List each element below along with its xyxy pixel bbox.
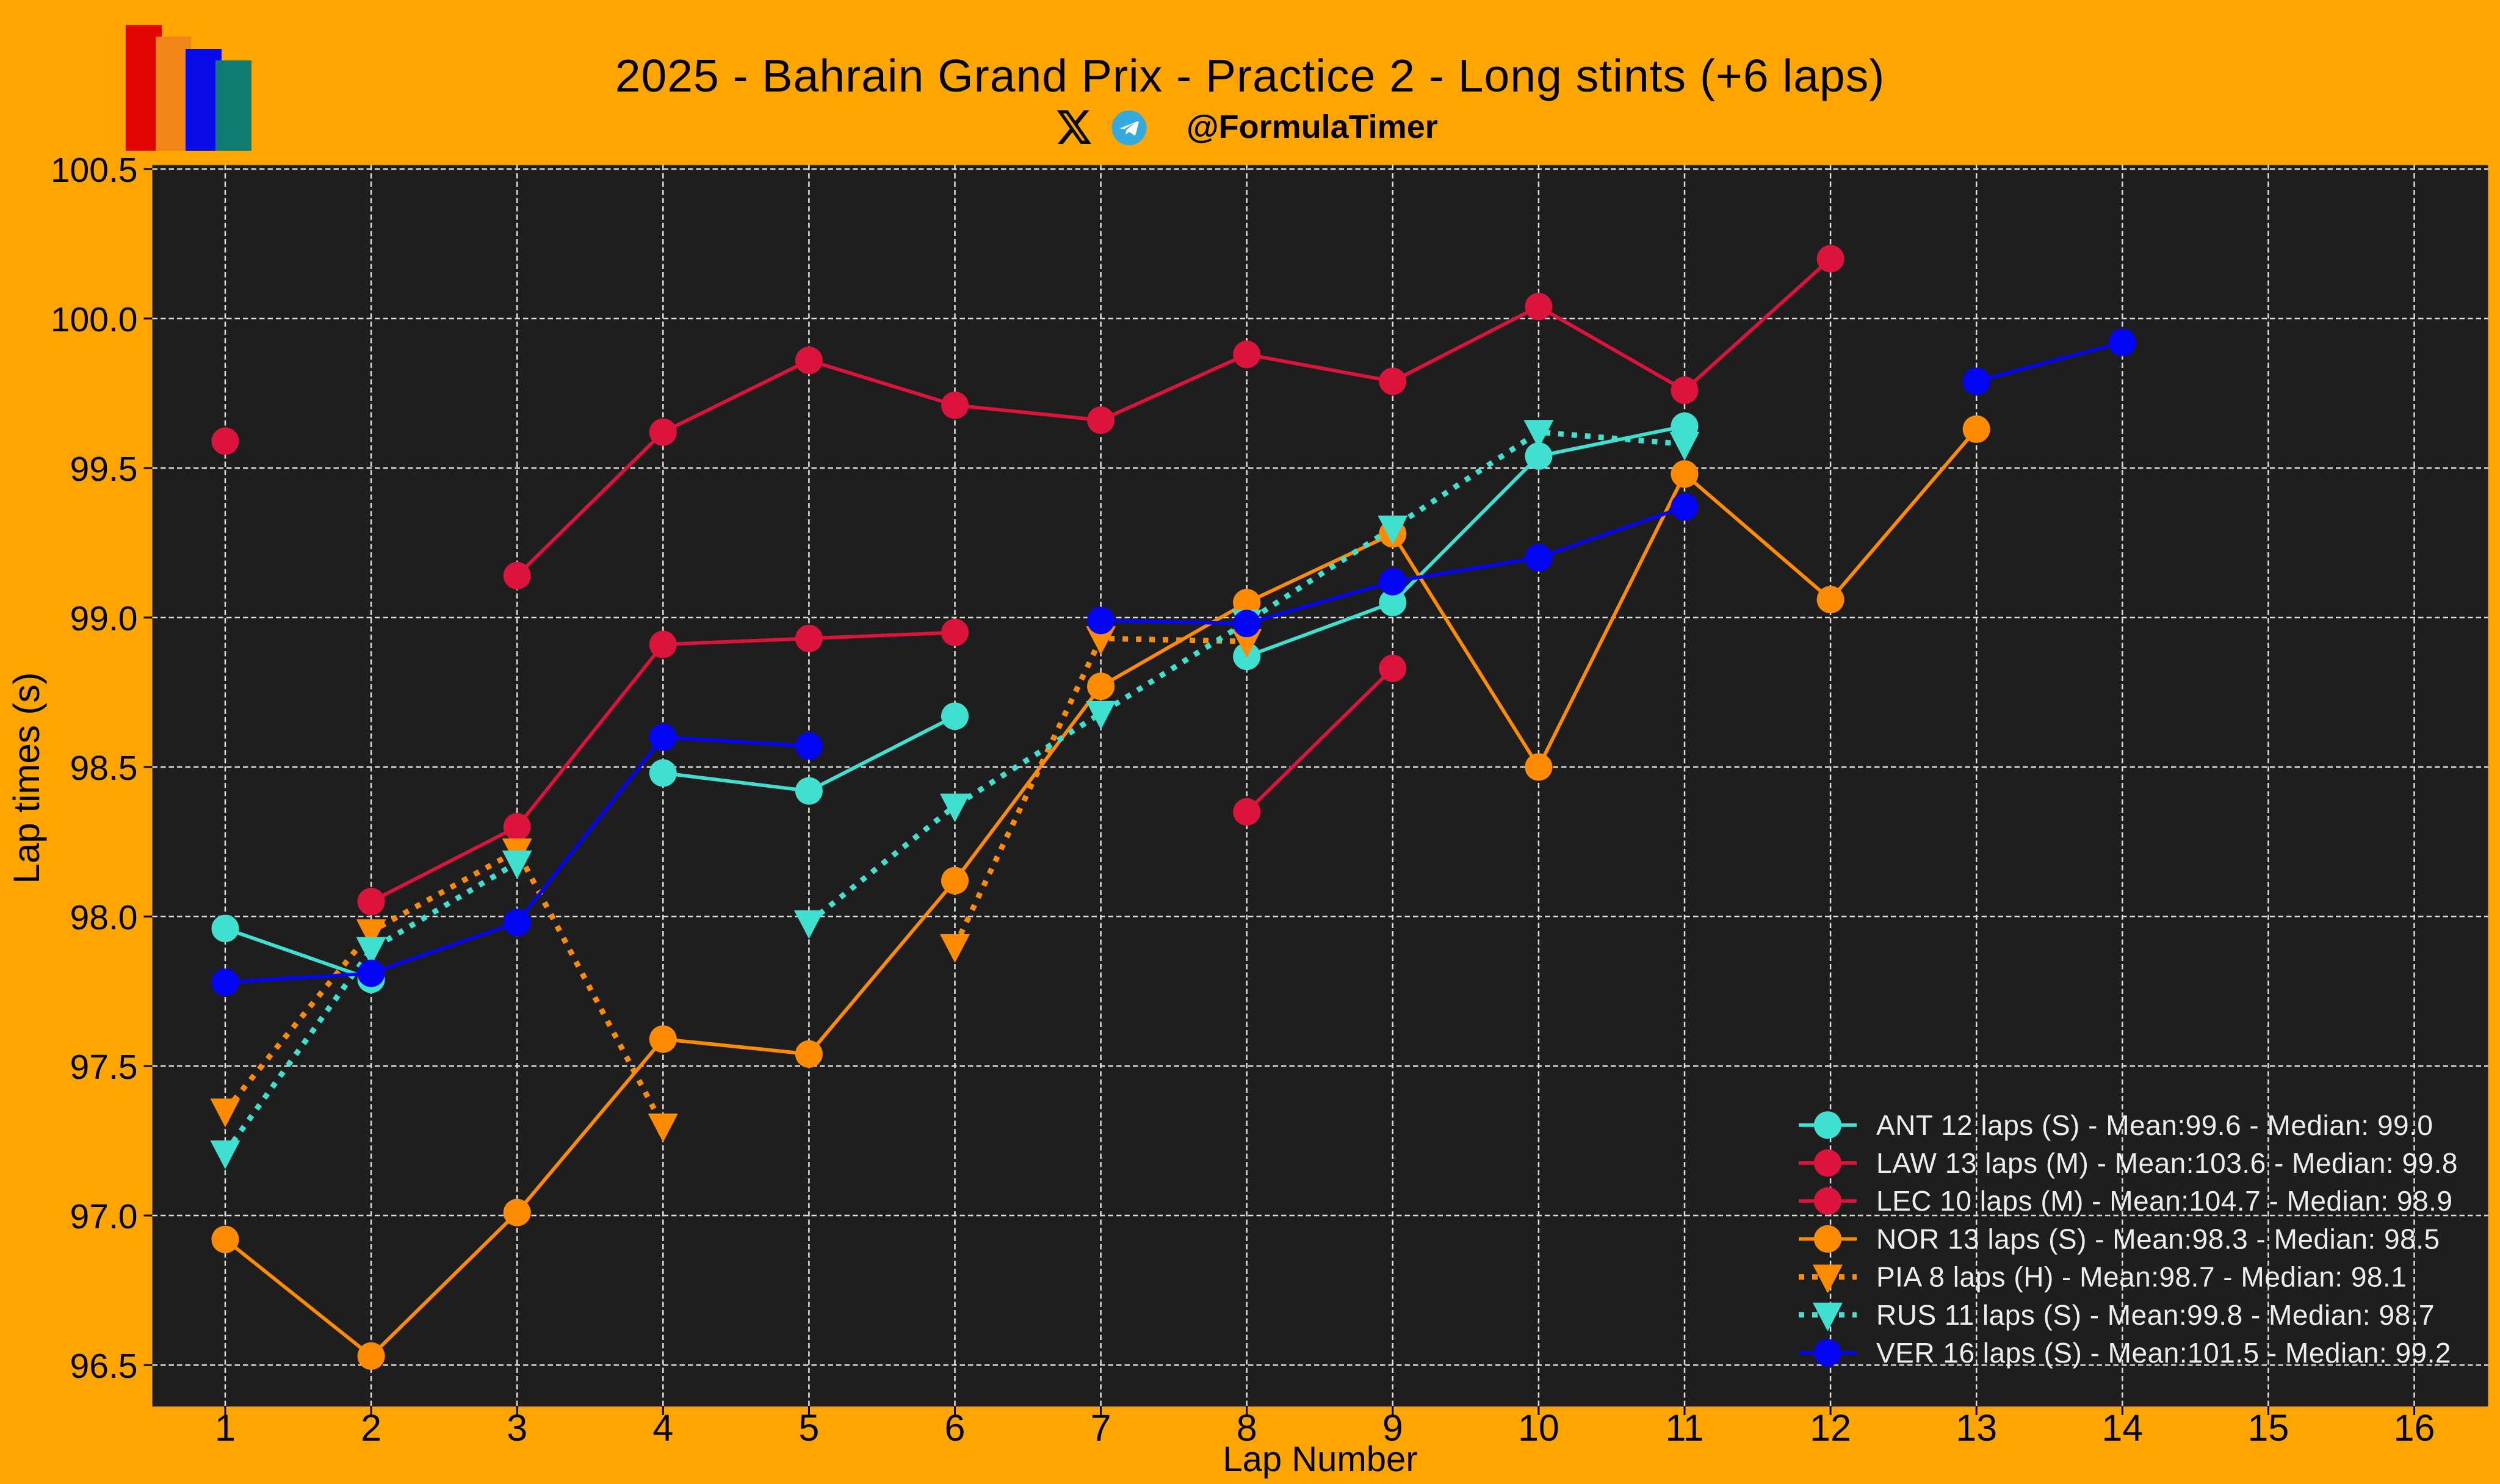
svg-text:ANT 12 laps (S) - Mean:99.6 -: ANT 12 laps (S) - Mean:99.6 - Median: 99…: [1876, 1109, 2433, 1141]
svg-text:RUS 11 laps (S) - Mean:99.8 -: RUS 11 laps (S) - Mean:99.8 - Median: 98…: [1876, 1299, 2435, 1331]
svg-text:9: 9: [1382, 1407, 1403, 1449]
svg-text:14: 14: [2101, 1407, 2143, 1449]
svg-text:5: 5: [798, 1407, 819, 1449]
svg-text:96.5: 96.5: [70, 1347, 138, 1386]
svg-text:2025 - Bahrain Grand Prix - Pr: 2025 - Bahrain Grand Prix - Practice 2 -…: [615, 50, 1885, 101]
svg-text:15: 15: [2247, 1407, 2289, 1449]
svg-text:LEC 10 laps (M) - Mean:104.7 -: LEC 10 laps (M) - Mean:104.7 - Median: 9…: [1876, 1185, 2453, 1217]
svg-text:98.5: 98.5: [70, 749, 138, 788]
svg-text:NOR 13 laps (S) - Mean:98.3 -: NOR 13 laps (S) - Mean:98.3 - Median: 98…: [1876, 1223, 2440, 1255]
svg-text:12: 12: [1810, 1407, 1851, 1449]
svg-text:1: 1: [215, 1407, 236, 1449]
svg-text:7: 7: [1091, 1407, 1111, 1449]
svg-text:98.0: 98.0: [70, 898, 138, 937]
svg-text:100.0: 100.0: [51, 300, 138, 339]
svg-text:Lap Number: Lap Number: [1223, 1439, 1417, 1479]
svg-text:97.5: 97.5: [70, 1048, 138, 1087]
svg-text:13: 13: [1956, 1407, 1997, 1449]
svg-text:@FormulaTimer: @FormulaTimer: [1187, 109, 1438, 145]
svg-text:8: 8: [1237, 1407, 1257, 1449]
svg-text:PIA 8 laps (H) - Mean:98.7 - M: PIA 8 laps (H) - Mean:98.7 - Median: 98.…: [1876, 1261, 2407, 1293]
svg-text:100.5: 100.5: [51, 151, 138, 190]
svg-text:6: 6: [945, 1407, 966, 1449]
svg-text:11: 11: [1665, 1407, 1703, 1449]
svg-text:Lap times (s): Lap times (s): [6, 672, 47, 884]
svg-text:4: 4: [652, 1407, 673, 1449]
svg-text:LAW 13 laps (M) - Mean:103.6 -: LAW 13 laps (M) - Mean:103.6 - Median: 9…: [1876, 1147, 2458, 1179]
svg-text:99.0: 99.0: [70, 599, 138, 638]
svg-text:99.5: 99.5: [70, 450, 138, 489]
svg-text:3: 3: [507, 1407, 527, 1449]
svg-text:97.0: 97.0: [70, 1197, 138, 1236]
svg-text:VER 16 laps (S) - Mean:101.5 -: VER 16 laps (S) - Mean:101.5 - Median: 9…: [1876, 1337, 2451, 1369]
svg-text:2: 2: [361, 1407, 381, 1449]
svg-text:10: 10: [1518, 1407, 1559, 1449]
svg-text:16: 16: [2394, 1407, 2435, 1449]
